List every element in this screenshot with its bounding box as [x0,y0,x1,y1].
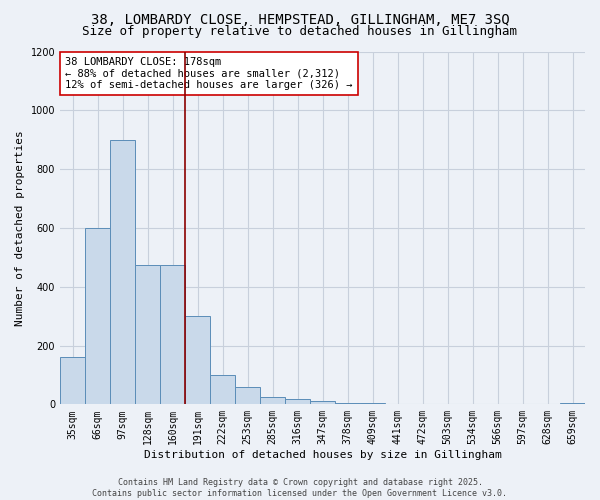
Bar [110,140,135,404]
Bar [60,358,85,405]
Bar [210,375,235,404]
Bar [360,403,385,404]
Bar [310,402,335,404]
Y-axis label: Number of detached properties: Number of detached properties [15,130,25,326]
Bar [160,264,185,404]
Text: Contains HM Land Registry data © Crown copyright and database right 2025.
Contai: Contains HM Land Registry data © Crown c… [92,478,508,498]
Bar [260,397,285,404]
Text: 38, LOMBARDY CLOSE, HEMPSTEAD, GILLINGHAM, ME7 3SQ: 38, LOMBARDY CLOSE, HEMPSTEAD, GILLINGHA… [91,12,509,26]
Text: 38 LOMBARDY CLOSE: 178sqm
← 88% of detached houses are smaller (2,312)
12% of se: 38 LOMBARDY CLOSE: 178sqm ← 88% of detac… [65,57,353,90]
Bar [235,386,260,404]
Bar [285,399,310,404]
Bar [335,403,360,404]
Bar [185,316,210,404]
X-axis label: Distribution of detached houses by size in Gillingham: Distribution of detached houses by size … [143,450,502,460]
Text: Size of property relative to detached houses in Gillingham: Size of property relative to detached ho… [83,24,517,38]
Bar [85,228,110,404]
Bar [135,264,160,404]
Bar [560,403,585,404]
